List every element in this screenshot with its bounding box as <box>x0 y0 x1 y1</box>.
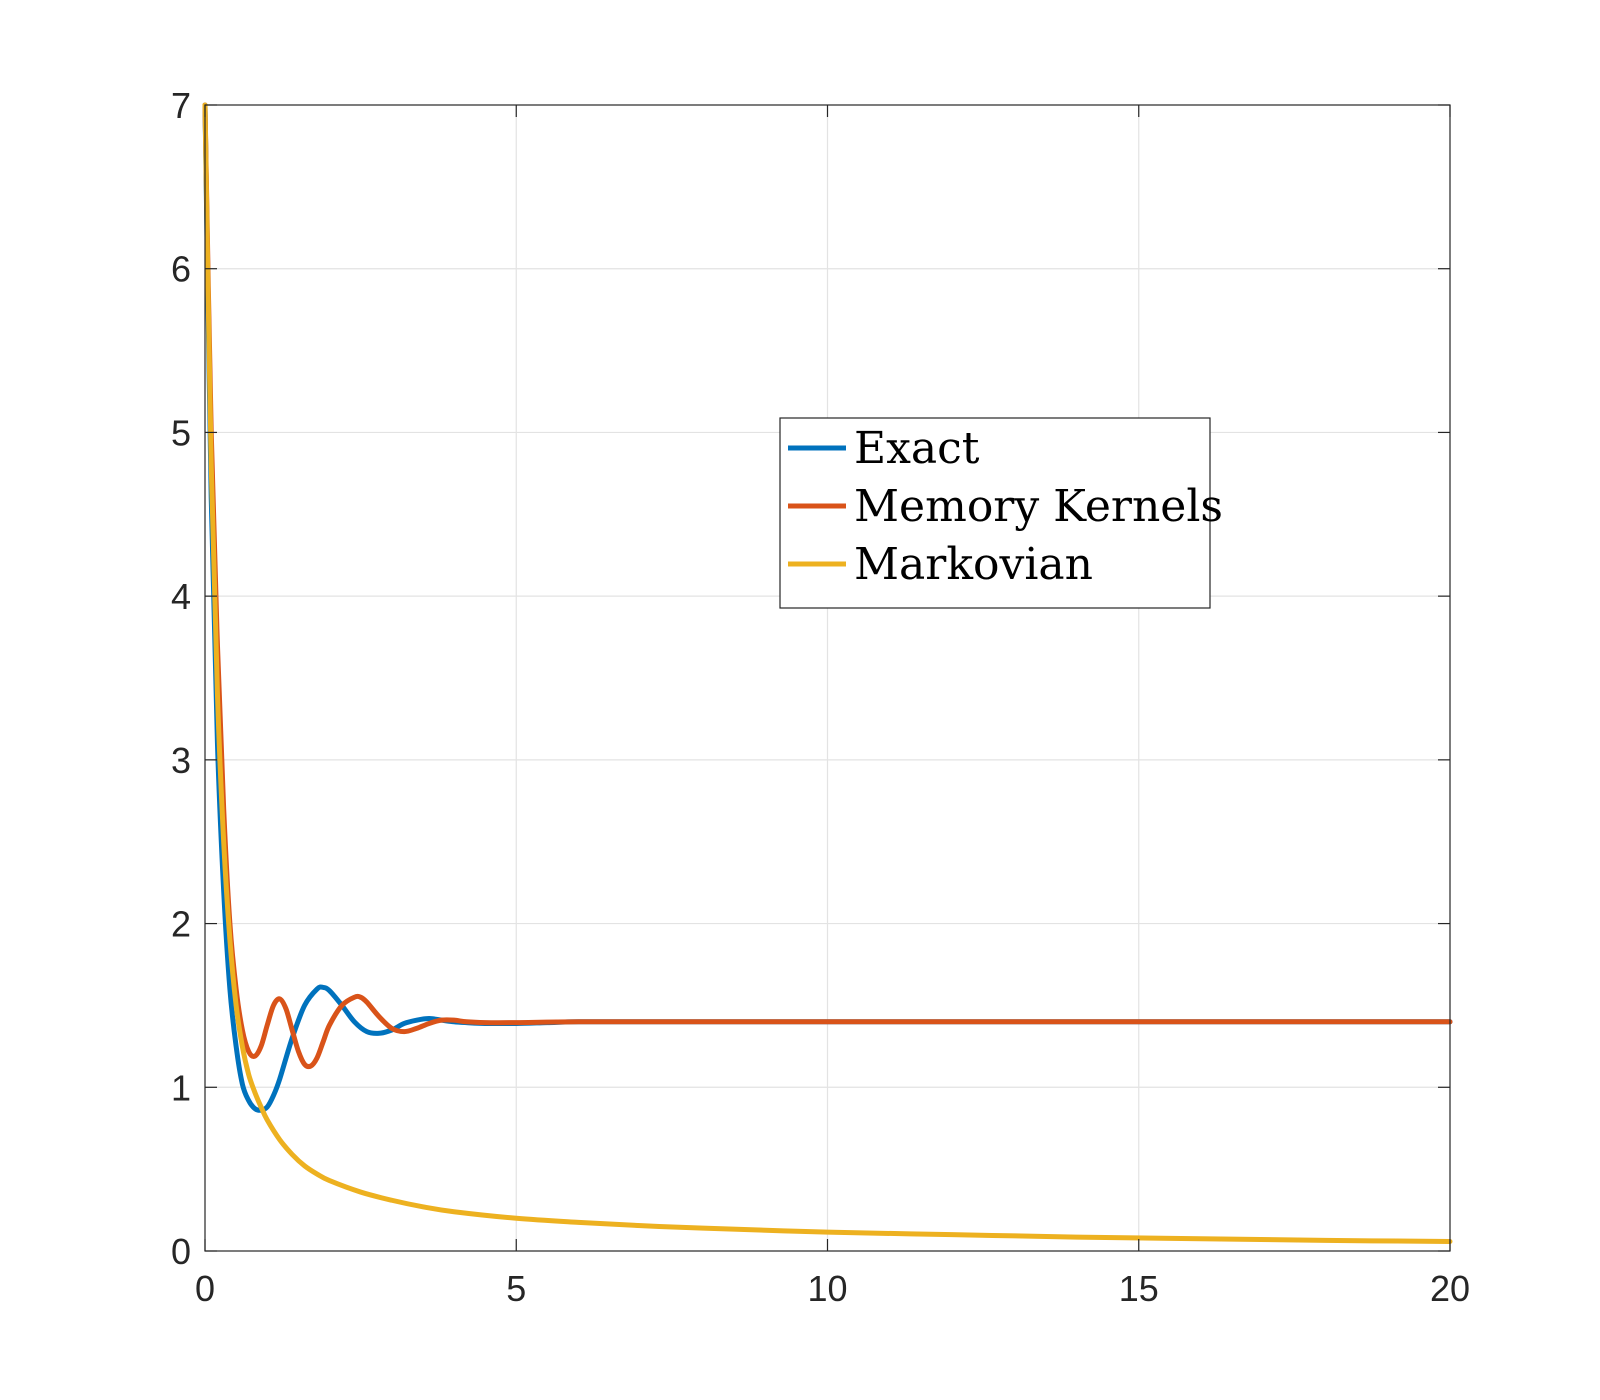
legend-box <box>779 417 1211 609</box>
tick-labels: 0 5 10 15 20 0 1 2 3 4 5 6 7 <box>171 85 1470 1309</box>
grid <box>205 105 1450 1251</box>
y-tick-label: 6 <box>171 249 191 290</box>
y-tick-label: 0 <box>171 1231 191 1272</box>
y-tick-label: 1 <box>171 1067 191 1108</box>
legend-label-exact: Exact <box>854 423 980 474</box>
x-tick-label: 5 <box>506 1268 526 1309</box>
x-tick-label: 20 <box>1430 1268 1470 1309</box>
x-tick-label: 0 <box>195 1268 215 1309</box>
legend-label-memory-kernels: Memory Kernels <box>854 481 1223 532</box>
y-tick-label: 5 <box>171 412 191 453</box>
series-line-markovian <box>202 102 1453 1244</box>
y-tick-label: 3 <box>171 740 191 781</box>
legend: Exact Memory Kernels Markovian <box>779 417 1223 609</box>
series-layer <box>202 102 1453 1244</box>
ticks <box>204 104 1451 1252</box>
y-tick-label: 7 <box>171 85 191 126</box>
legend-label-markovian: Markovian <box>854 539 1093 590</box>
y-tick-label: 2 <box>171 904 191 945</box>
x-tick-label: 15 <box>1119 1268 1159 1309</box>
x-tick-label: 10 <box>807 1268 847 1309</box>
y-tick-label: 4 <box>171 576 191 617</box>
